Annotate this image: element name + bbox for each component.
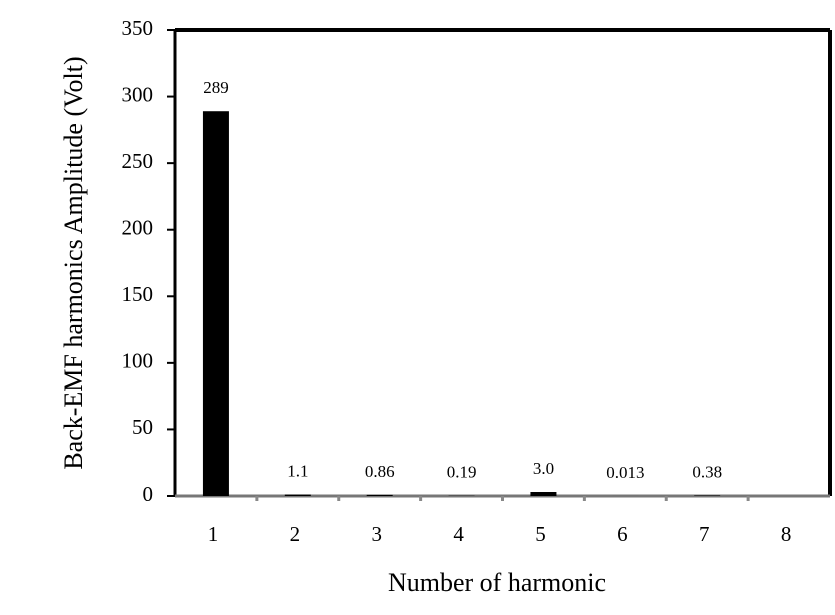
x-tick-label: 7 — [699, 522, 710, 546]
y-tick-label: 250 — [122, 149, 154, 173]
y-tick-label: 50 — [132, 415, 153, 439]
y-tick-label: 300 — [122, 82, 154, 106]
y-axis-label: Back-EMF harmonics Amplitude (Volt) — [59, 56, 88, 469]
value-label: 289 — [203, 78, 229, 97]
y-tick-label: 200 — [122, 216, 154, 240]
y-tick-label: 150 — [122, 282, 154, 306]
x-tick-label: 4 — [453, 522, 464, 546]
bar — [284, 494, 311, 496]
x-tick-label: 3 — [371, 522, 382, 546]
x-tick-label: 1 — [208, 522, 219, 546]
bar — [694, 495, 721, 496]
value-label: 3.0 — [533, 459, 554, 478]
x-tick-label: 6 — [617, 522, 628, 546]
bar — [202, 111, 229, 497]
x-axis-label: Number of harmonic — [388, 568, 606, 597]
y-tick-label: 0 — [143, 482, 154, 506]
value-label: 0.19 — [447, 463, 477, 482]
value-label: 0.013 — [606, 463, 644, 482]
bar — [366, 494, 393, 496]
y-tick-label: 350 — [122, 16, 154, 40]
value-label: 1.1 — [287, 461, 308, 480]
x-tick-label: 5 — [535, 522, 546, 546]
x-tick-label: 2 — [290, 522, 301, 546]
value-label: 0.38 — [692, 462, 722, 481]
x-tick-label: 8 — [781, 522, 792, 546]
y-tick-label: 100 — [122, 349, 154, 373]
bar — [530, 492, 557, 496]
value-label: 0.86 — [365, 462, 395, 481]
